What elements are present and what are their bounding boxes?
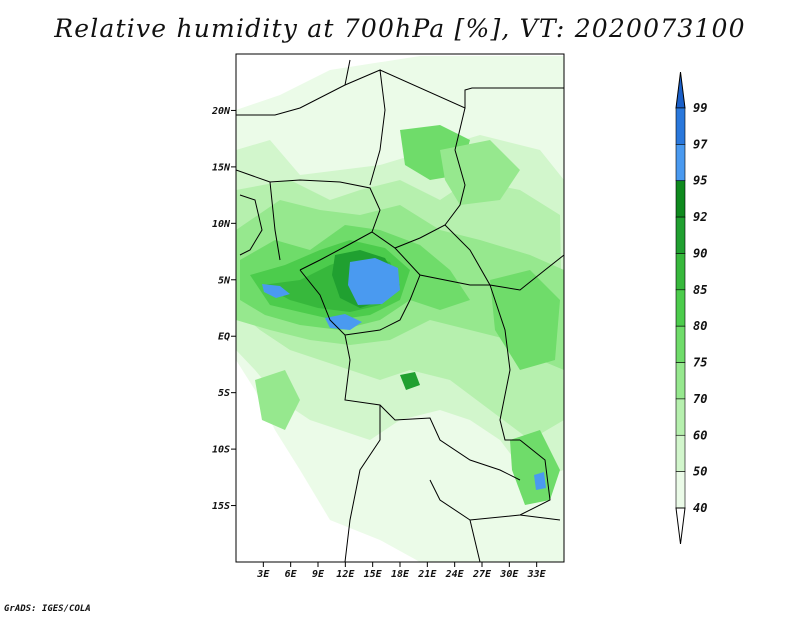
border-line xyxy=(379,69,564,109)
lon-tick-label: 18E xyxy=(391,569,410,580)
colorbar-segment xyxy=(675,289,686,327)
colorbar-label: 99 xyxy=(693,101,707,115)
lon-tick-label: 15E xyxy=(364,569,383,580)
lat-tick-label: 20N xyxy=(211,106,231,117)
border-line xyxy=(394,247,490,286)
lat-tick-label: 10N xyxy=(212,219,231,230)
border-line xyxy=(519,514,561,521)
colorbar-segment xyxy=(675,398,686,436)
grads-credit: GrADS: IGES/COLA xyxy=(4,604,91,614)
lat-tick-label: 10S xyxy=(212,445,230,456)
colorbar-label: 75 xyxy=(693,356,707,370)
lat-tick-label: EQ xyxy=(218,332,230,343)
country-borders xyxy=(236,59,564,562)
humidity-contour xyxy=(400,372,420,390)
humidity-contour xyxy=(440,140,520,205)
lon-tick-label: 24E xyxy=(445,569,465,580)
border-line xyxy=(454,107,466,151)
colorbar-bottom-arrow xyxy=(675,507,686,545)
colorbar-segment xyxy=(675,180,686,218)
border-line xyxy=(236,59,351,116)
border-line xyxy=(489,284,520,441)
colorbar-segment xyxy=(675,107,686,145)
colorbar-top-arrow xyxy=(675,71,686,109)
colorbar-segment xyxy=(675,434,686,472)
colorbar-label: 40 xyxy=(693,501,707,515)
humidity-contour xyxy=(490,270,560,370)
humidity-contour xyxy=(348,258,400,305)
humidity-contour xyxy=(255,370,300,430)
colorbar-segment xyxy=(675,362,686,400)
lat-tick-label: 15N xyxy=(212,162,231,173)
border-line xyxy=(269,181,281,261)
lon-tick-label: 33E xyxy=(527,569,547,580)
humidity-fill-field xyxy=(236,56,564,562)
colorbar-segment xyxy=(675,471,686,509)
colorbar-label: 90 xyxy=(693,246,707,260)
colorbar-label: 95 xyxy=(693,174,707,188)
lat-tick-label: 5N xyxy=(218,275,231,286)
lon-tick-label: 9E xyxy=(312,569,325,580)
colorbar-label: 60 xyxy=(693,428,707,442)
lon-tick-label: 12E xyxy=(336,569,355,580)
lon-tick-label: 30E xyxy=(499,569,519,580)
colorbar-legend: 99 97 95 92 90 85 80 75 70 60 50 40 xyxy=(675,71,708,545)
lat-tick-label: 5S xyxy=(218,388,230,399)
latitude-axis: 20N 15N 10N 5N EQ 5S 10S 15S xyxy=(211,106,236,512)
colorbar-label: 92 xyxy=(693,210,707,224)
colorbar-label: 70 xyxy=(693,392,707,406)
border-line xyxy=(239,194,263,256)
lon-tick-label: 6E xyxy=(285,569,298,580)
colorbar-segment xyxy=(675,325,686,363)
border-line xyxy=(344,69,386,186)
border-line xyxy=(344,274,421,336)
border-line xyxy=(469,519,481,562)
humidity-contour xyxy=(510,430,560,505)
border-line xyxy=(444,224,564,291)
colorbar-label: 80 xyxy=(693,319,707,333)
lon-tick-label: 27E xyxy=(472,569,492,580)
humidity-contour xyxy=(325,314,362,330)
colorbar-segment xyxy=(675,144,686,182)
colorbar-label: 50 xyxy=(693,465,707,479)
lon-tick-label: 21E xyxy=(417,569,437,580)
colorbar-label: 85 xyxy=(693,283,707,297)
humidity-contour xyxy=(262,284,290,298)
lat-tick-label: 15S xyxy=(212,501,230,512)
border-line xyxy=(344,405,381,562)
colorbar-segment xyxy=(675,253,686,291)
longitude-axis: 3E 6E 9E 12E 15E 18E 21E 24E 27E 30E 33E xyxy=(256,562,547,580)
chart-title: Relative humidity at 700hPa [%], VT: 202… xyxy=(54,14,746,43)
border-line xyxy=(236,169,381,271)
colorbar-label: 97 xyxy=(693,137,708,151)
humidity-contour xyxy=(534,472,546,490)
lon-tick-label: 3E xyxy=(256,569,270,580)
colorbar-segment xyxy=(675,216,686,254)
